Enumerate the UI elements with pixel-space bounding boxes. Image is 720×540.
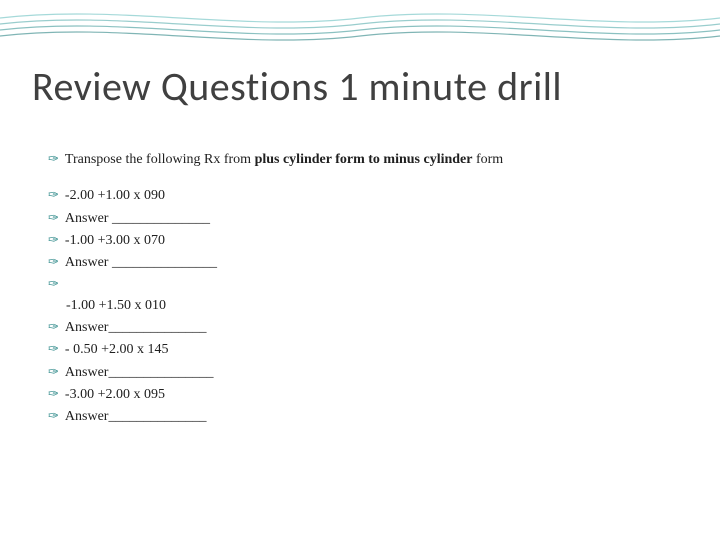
intro-line: ✑ Transpose the following Rx from plus c…	[48, 150, 680, 170]
bullet-icon: ✑	[48, 231, 59, 249]
list-item: ✑ -3.00 +2.00 x 095	[48, 385, 680, 405]
spacer	[48, 172, 680, 186]
bullet-icon: ✑	[48, 385, 59, 403]
item-text: Answer______________	[65, 407, 680, 427]
item-text: Answer_______________	[65, 363, 680, 383]
slide: Review Questions 1 minute drill ✑ Transp…	[0, 0, 720, 540]
bullet-icon: ✑	[48, 318, 59, 336]
item-text: - 0.50 +2.00 x 145	[65, 340, 680, 360]
list-item: ✑ Answer_______________	[48, 363, 680, 383]
intro-bold: plus cylinder form to minus cylinder	[255, 152, 473, 167]
bullet-icon: ✑	[48, 150, 59, 168]
list-item: ✑ Answer______________	[48, 407, 680, 427]
list-item: ✑ -2.00 +1.00 x 090	[48, 186, 680, 206]
item-text: Answer______________	[65, 318, 680, 338]
list-item: ✑ Answer ______________	[48, 209, 680, 229]
bullet-icon: ✑	[48, 407, 59, 425]
list-item: ✑ -1.00 +3.00 x 070	[48, 231, 680, 251]
intro-suffix: form	[472, 152, 503, 167]
list-item-empty: ✑	[48, 275, 680, 293]
intro-text: Transpose the following Rx from plus cyl…	[65, 150, 680, 170]
item-text: -3.00 +2.00 x 095	[65, 385, 680, 405]
list-item: ✑ - 0.50 +2.00 x 145	[48, 340, 680, 360]
content-area: ✑ Transpose the following Rx from plus c…	[48, 150, 680, 429]
item-text: Answer ______________	[65, 209, 680, 229]
bullet-icon: ✑	[48, 363, 59, 381]
item-text: -1.00 +3.00 x 070	[65, 231, 680, 251]
item-text: Answer _______________	[65, 253, 680, 273]
list-item: ✑ Answer _______________	[48, 253, 680, 273]
page-title: Review Questions 1 minute drill	[32, 62, 688, 111]
list-item: ✑ Answer______________	[48, 318, 680, 338]
bullet-icon: ✑	[48, 253, 59, 271]
bullet-icon: ✑	[48, 186, 59, 204]
list-item-sub: -1.00 +1.50 x 010	[66, 296, 680, 316]
bullet-icon: ✑	[48, 275, 59, 293]
wave-decoration	[0, 0, 720, 60]
item-text: -2.00 +1.00 x 090	[65, 186, 680, 206]
bullet-icon: ✑	[48, 209, 59, 227]
bullet-icon: ✑	[48, 340, 59, 358]
intro-prefix: Transpose the following Rx from	[65, 152, 255, 167]
